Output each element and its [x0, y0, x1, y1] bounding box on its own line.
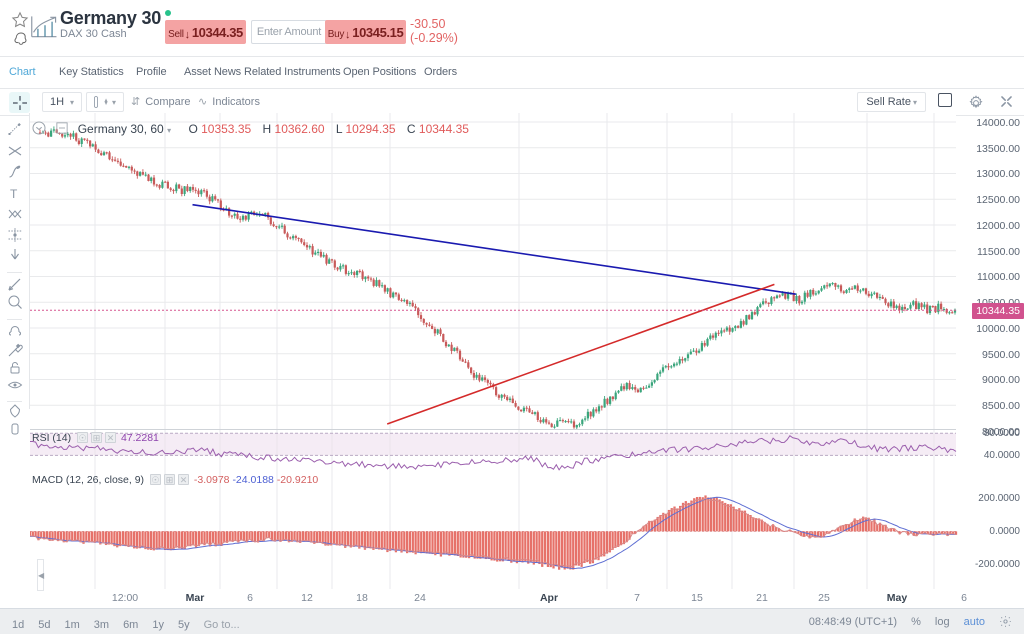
svg-text:T: T [10, 187, 18, 201]
